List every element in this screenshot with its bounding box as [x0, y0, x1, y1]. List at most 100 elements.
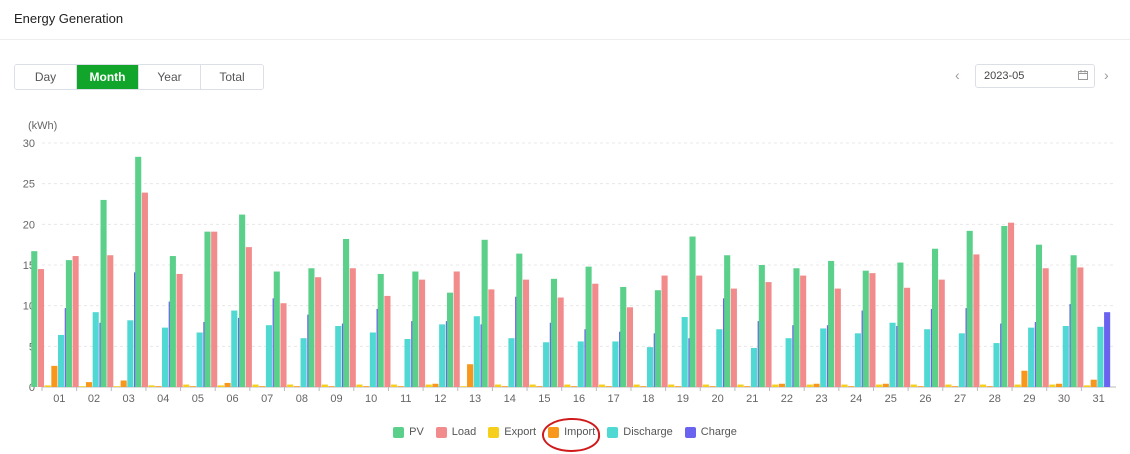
bar-export-25	[876, 384, 883, 387]
bar-load-20	[696, 275, 703, 387]
bar-pv-13	[446, 292, 454, 387]
bar-import-06	[224, 382, 231, 387]
bar-discharge-19	[681, 317, 688, 387]
bar-discharge-15	[543, 342, 550, 387]
bar-import-27	[952, 386, 959, 387]
chevron-right-icon[interactable]: ›	[1104, 67, 1109, 83]
bar-export-29	[1014, 384, 1021, 387]
bar-export-17	[598, 384, 606, 387]
date-value: 2023-05	[984, 70, 1025, 82]
y-tick-label: 25	[23, 179, 35, 191]
period-tabs: Day Month Year Total	[14, 64, 264, 90]
bar-pv-16	[550, 278, 557, 387]
x-tick-label: 06	[226, 393, 238, 405]
bar-export-28	[980, 384, 987, 387]
bar-export-10	[356, 384, 363, 387]
bar-pv-12	[412, 271, 419, 387]
bar-pv-26	[897, 262, 904, 387]
chevron-left-icon[interactable]: ‹	[955, 67, 960, 83]
bar-pv-31	[1070, 255, 1077, 387]
bar-export-15	[529, 384, 536, 387]
bar-discharge-07	[265, 325, 272, 387]
bar-export-11	[391, 384, 398, 387]
bar-pv-22	[758, 265, 765, 387]
x-tick-label: 20	[711, 393, 723, 405]
x-tick-label: 09	[330, 393, 342, 405]
bar-import-13	[467, 364, 474, 387]
bar-discharge-25	[889, 322, 896, 387]
legend-swatch	[435, 426, 447, 438]
bar-pv-03	[100, 199, 107, 387]
bar-discharge-09	[335, 326, 342, 387]
bar-load-01	[37, 269, 45, 387]
legend-item-charge[interactable]: Charge	[684, 426, 737, 438]
legend-label: Export	[504, 426, 537, 438]
bar-charge-31	[1104, 312, 1111, 387]
bar-pv-04	[135, 156, 142, 387]
bar-import-03	[120, 380, 127, 387]
bar-import-09	[328, 386, 335, 387]
bar-load-17	[592, 283, 599, 387]
bar-load-13	[453, 271, 460, 387]
bar-discharge-08	[300, 338, 307, 387]
bar-load-14	[488, 289, 495, 387]
bar-discharge-06	[231, 310, 238, 387]
bar-pv-18	[620, 286, 627, 387]
bar-load-28	[973, 254, 980, 387]
date-picker[interactable]: 2023-05	[975, 64, 1095, 88]
bar-import-20	[709, 386, 716, 387]
bar-discharge-12	[439, 324, 446, 387]
bar-load-22	[765, 282, 772, 387]
y-tick-label: 0	[29, 382, 35, 394]
legend-swatch	[488, 426, 500, 438]
bar-import-10	[363, 386, 370, 387]
bar-load-02	[72, 256, 79, 387]
x-tick-label: 30	[1058, 393, 1070, 405]
x-tick-label: 05	[192, 393, 204, 405]
tab-year[interactable]: Year	[139, 65, 201, 89]
legend-item-pv[interactable]: PV	[393, 426, 424, 438]
x-tick-label: 03	[122, 393, 134, 405]
x-tick-label: 07	[261, 393, 273, 405]
bar-export-06	[217, 385, 224, 387]
bar-export-14	[495, 384, 502, 387]
bar-pv-23	[793, 268, 800, 387]
bar-discharge-01	[58, 334, 65, 387]
legend-item-import[interactable]: Import	[548, 426, 595, 438]
bar-export-31	[1083, 385, 1091, 387]
bar-load-27	[938, 279, 945, 387]
bar-import-31	[1090, 379, 1097, 387]
bar-discharge-13	[473, 316, 480, 387]
bar-pv-24	[828, 260, 835, 387]
bar-export-03	[113, 386, 121, 387]
legend-item-export[interactable]: Export	[488, 426, 536, 438]
bar-load-10	[349, 268, 356, 387]
bar-load-15	[522, 279, 530, 387]
bar-export-18	[633, 384, 640, 387]
bar-load-24	[834, 288, 841, 387]
legend-item-discharge[interactable]: Discharge	[607, 426, 673, 438]
bar-pv-19	[654, 290, 661, 387]
legend-label: Load	[451, 426, 477, 438]
bar-import-21	[744, 386, 751, 387]
bar-discharge-29	[1028, 327, 1035, 387]
legend-label: Discharge	[623, 426, 673, 438]
bar-discharge-20	[716, 329, 723, 387]
legend-item-load[interactable]: Load	[435, 426, 477, 438]
bar-import-26	[917, 386, 924, 387]
tab-total[interactable]: Total	[201, 65, 263, 89]
bar-load-05	[176, 273, 183, 387]
bar-import-04	[155, 386, 162, 387]
bar-load-21	[730, 288, 737, 387]
bar-pv-30	[1035, 244, 1043, 387]
tab-month[interactable]: Month	[77, 65, 139, 89]
bar-pv-09	[308, 268, 315, 387]
bar-discharge-10	[369, 332, 376, 387]
bar-export-16	[564, 384, 571, 387]
energy-chart: (kWh)05101520253001020304050607080910111…	[23, 120, 1116, 405]
bar-pv-06	[204, 231, 211, 387]
x-tick-label: 04	[157, 393, 169, 405]
tab-day[interactable]: Day	[15, 65, 77, 89]
x-tick-label: 19	[677, 393, 689, 405]
bar-import-07	[259, 386, 266, 387]
